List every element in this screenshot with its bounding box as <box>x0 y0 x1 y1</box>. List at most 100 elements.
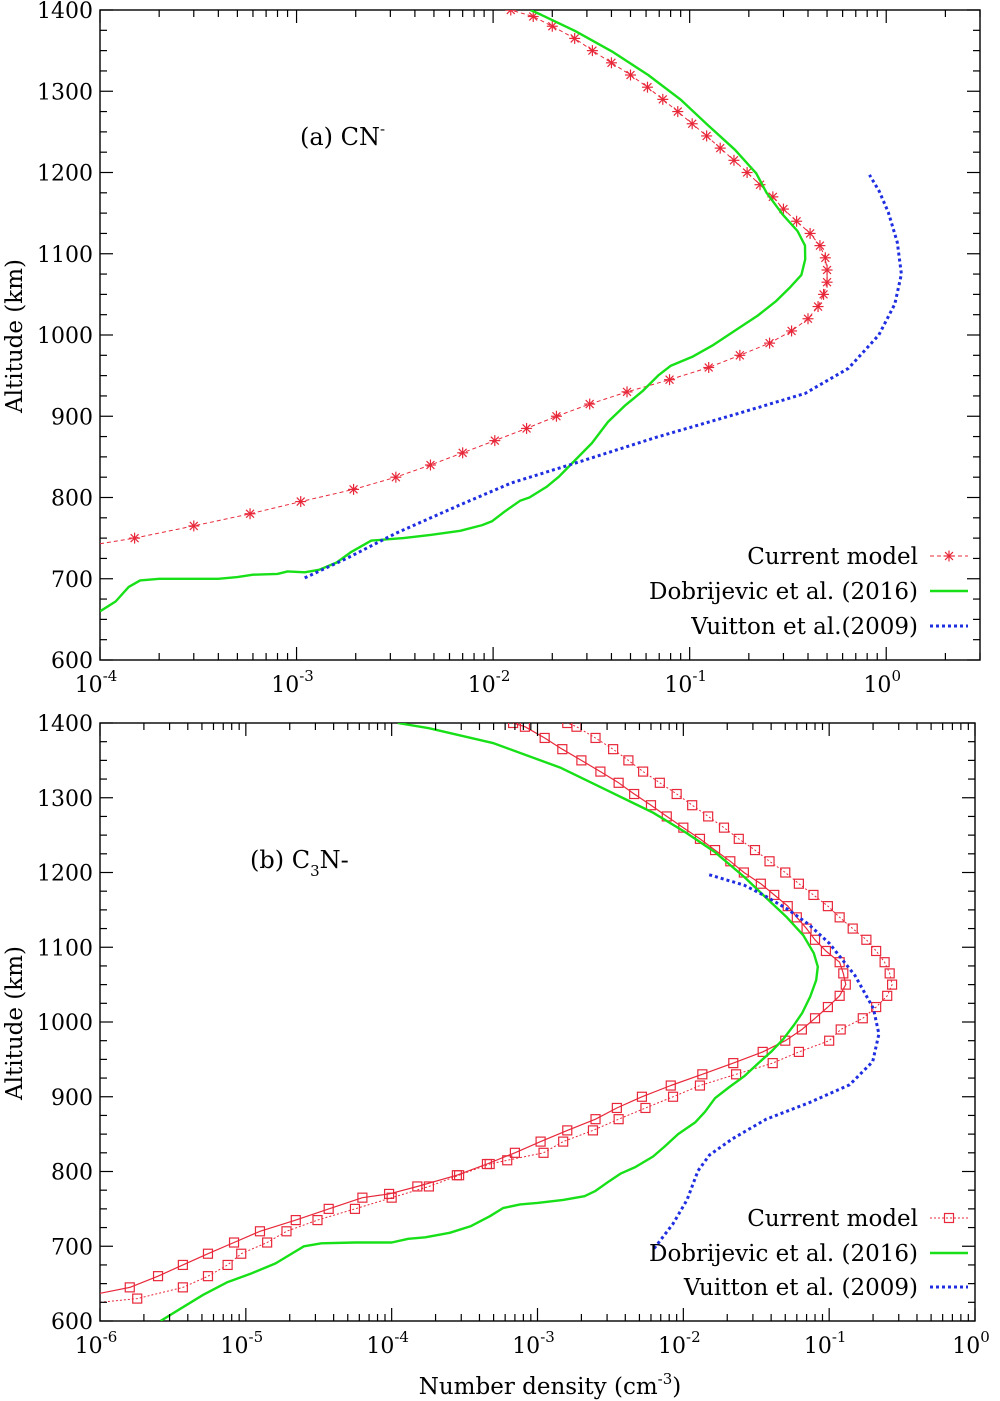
data-point <box>640 1102 651 1114</box>
data-point <box>629 788 640 800</box>
data-point <box>262 1237 273 1248</box>
data-point <box>576 755 587 766</box>
y-tick-label: 1200 <box>37 862 93 887</box>
data-point <box>623 755 634 766</box>
data-point <box>641 81 653 93</box>
data-point <box>638 766 649 777</box>
data-point <box>791 215 803 227</box>
legend-b-current-model-label: Current model <box>747 1206 918 1232</box>
data-point <box>882 990 893 1001</box>
data-point <box>124 1282 135 1293</box>
legend-b-vuitton-label: Vuitton et al. (2009) <box>683 1275 918 1301</box>
panel-a: 600 700 800 900 1000 1100 1200 1300 1400 10-4 10-3… <box>2 0 981 698</box>
data-point <box>562 723 573 729</box>
data-point <box>290 1214 301 1226</box>
series-line <box>100 723 893 1303</box>
data-point <box>457 447 469 459</box>
y-tick-label: 1000 <box>37 324 93 349</box>
data-point <box>812 301 824 313</box>
data-point <box>357 1192 368 1203</box>
data-point <box>453 1170 465 1181</box>
data-point <box>590 732 601 744</box>
data-point <box>871 945 882 957</box>
data-point <box>665 1080 676 1091</box>
data-point <box>786 325 798 337</box>
data-point <box>550 410 562 422</box>
legend-a-current-model-label: Current model <box>747 544 918 570</box>
data-point <box>687 800 698 811</box>
data-point <box>671 788 682 800</box>
panel-a-annotation: (a) CN- <box>300 120 385 151</box>
data-point <box>697 1069 708 1080</box>
x-tick-label: 10-1 <box>664 667 707 698</box>
data-point <box>734 349 746 361</box>
panel-b-annotation: (b) C3N- <box>250 846 349 880</box>
data-point <box>943 550 955 562</box>
data-point <box>767 1058 778 1069</box>
data-point <box>222 1259 233 1271</box>
data-point <box>177 1259 188 1271</box>
data-point <box>507 723 519 729</box>
data-point <box>802 313 814 325</box>
y-tick-label: 1100 <box>37 936 93 961</box>
data-point <box>780 867 791 878</box>
data-point <box>535 1136 546 1147</box>
data-point <box>505 10 517 16</box>
y-tick-label: 1300 <box>37 787 93 812</box>
data-point <box>605 57 617 69</box>
y-tick-label: 700 <box>51 1235 93 1260</box>
x-tick-label: 100 <box>863 667 901 698</box>
x-tick-label: 10-6 <box>75 1328 118 1359</box>
data-point <box>636 1091 648 1102</box>
data-point <box>587 1125 599 1136</box>
data-point <box>312 1214 323 1226</box>
data-point <box>521 422 533 434</box>
data-point <box>821 276 833 288</box>
data-point <box>202 1271 214 1282</box>
data-point <box>645 800 657 811</box>
y-tick-label: 600 <box>51 649 93 674</box>
data-point <box>672 106 684 118</box>
data-point <box>769 889 780 901</box>
data-point <box>502 1155 513 1166</box>
data-point <box>886 979 898 990</box>
data-point <box>821 264 833 276</box>
data-point <box>796 1024 807 1035</box>
data-point <box>884 968 895 979</box>
data-point <box>749 844 761 856</box>
data-point <box>188 520 200 532</box>
data-point <box>840 979 851 990</box>
data-point <box>236 1248 247 1259</box>
x-tick-label: 10-1 <box>804 1328 847 1359</box>
data-point <box>519 723 531 732</box>
y-tick-label: 1300 <box>37 80 93 105</box>
x-tick-label: 10-4 <box>366 1328 409 1359</box>
data-point <box>557 744 568 755</box>
data-point <box>809 934 821 945</box>
data-point <box>177 1282 188 1293</box>
y-tick-label: 900 <box>51 1086 93 1111</box>
data-point <box>586 45 598 57</box>
data-point <box>822 1001 833 1013</box>
x-tick-label: 10-3 <box>512 1328 555 1359</box>
data-point <box>718 822 730 833</box>
data-point <box>621 386 633 398</box>
data-point <box>820 945 832 957</box>
data-point <box>613 1114 624 1125</box>
data-point <box>755 878 766 889</box>
data-point <box>818 288 830 300</box>
data-point <box>423 1181 434 1192</box>
panel-a-legend: Current model Dobrijevic et al. (2016) V… <box>649 544 968 640</box>
data-point <box>809 1013 821 1024</box>
data-point <box>558 1136 569 1147</box>
series-line <box>304 174 903 580</box>
panel-a-ticks: 600 700 800 900 1000 1100 1200 1300 1400 10-4 10-3… <box>37 0 981 698</box>
panel-a-series <box>100 10 903 613</box>
series-line <box>100 723 847 1294</box>
legend-a-dobrijevic-label: Dobrijevic et al. (2016) <box>649 579 918 605</box>
data-point <box>295 496 307 508</box>
data-point <box>793 1046 804 1058</box>
data-point <box>879 957 890 968</box>
y-tick-label: 800 <box>51 1161 93 1186</box>
y-tick-label: 1400 <box>37 0 93 24</box>
